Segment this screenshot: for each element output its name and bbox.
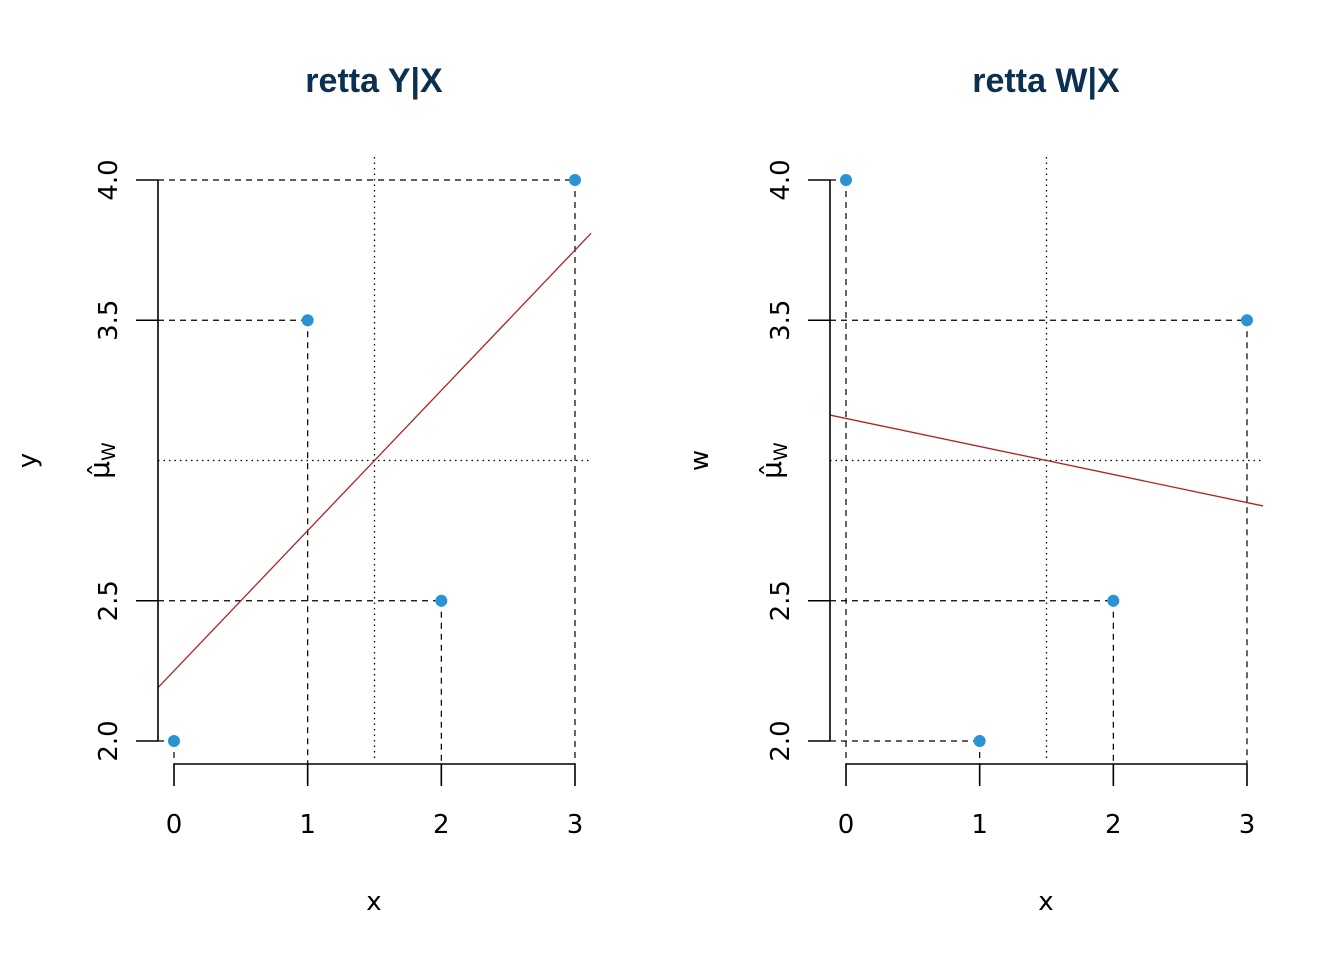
y-tick-label: 2.0: [94, 720, 124, 761]
data-point: [301, 314, 314, 327]
y-axis-label: w: [685, 450, 715, 471]
y-tick-label: 4.0: [94, 159, 124, 200]
chart-title: retta Y|X: [305, 62, 443, 100]
mean-y-symbol: μ̂: [83, 461, 116, 479]
y-tick-label: 4.0: [766, 159, 796, 200]
data-point: [973, 735, 986, 747]
x-tick-label: 1: [971, 810, 988, 840]
data-point: [435, 594, 448, 607]
y-tick-label: 2.5: [766, 580, 796, 621]
data-point: [569, 174, 581, 186]
x-tick-label: 3: [1239, 810, 1256, 840]
mean-y-symbol: μ̂: [755, 461, 788, 479]
mean-y-subscript: W: [98, 442, 120, 461]
x-tick-label: 2: [433, 810, 450, 840]
x-tick-label: 0: [838, 810, 855, 840]
y-tick-label: 2.0: [766, 720, 796, 761]
y-axis-label: y: [13, 453, 43, 468]
x-axis-label: x: [366, 887, 381, 917]
regression-line: [829, 414, 1264, 507]
x-axis-label: x: [1038, 887, 1053, 917]
mean-y-label: μ̂W: [755, 442, 792, 479]
y-tick-label: 3.5: [94, 300, 124, 341]
data-point: [840, 174, 852, 186]
panel-w-given-x: retta W|X2.02.53.54.0μ̂Ww0 1 2 3x: [685, 62, 1264, 917]
panel-y-given-x: retta Y|X2.02.53.54.0μ̂Wy0 1 2 3x: [13, 62, 592, 917]
regression-line: [157, 232, 592, 689]
mean-y-label: μ̂W: [83, 442, 120, 479]
data-point: [1107, 594, 1120, 607]
y-tick-label: 3.5: [766, 300, 796, 341]
data-point: [168, 735, 180, 747]
mean-y-subscript: W: [770, 442, 792, 461]
data-point: [1241, 314, 1253, 327]
x-tick-label: 3: [567, 810, 584, 840]
x-tick-label: 1: [299, 810, 316, 840]
x-tick-label: 2: [1105, 810, 1122, 840]
chart-title: retta W|X: [972, 62, 1120, 100]
y-tick-label: 2.5: [94, 580, 124, 621]
x-tick-label: 0: [166, 810, 183, 840]
